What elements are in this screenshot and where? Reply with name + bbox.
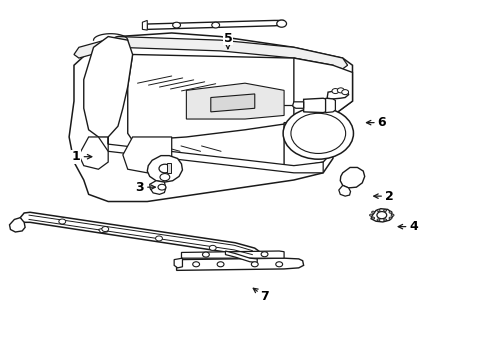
Circle shape — [384, 219, 387, 221]
Circle shape — [156, 236, 162, 241]
Polygon shape — [293, 102, 304, 108]
Circle shape — [261, 252, 268, 257]
Polygon shape — [174, 258, 182, 268]
Text: 7: 7 — [253, 288, 269, 303]
Text: 4: 4 — [398, 220, 418, 233]
Circle shape — [103, 94, 113, 101]
Circle shape — [59, 219, 66, 224]
Circle shape — [369, 214, 372, 216]
Circle shape — [102, 226, 109, 231]
Polygon shape — [339, 185, 350, 196]
Polygon shape — [225, 251, 257, 262]
Polygon shape — [108, 137, 323, 173]
Polygon shape — [371, 209, 392, 222]
Polygon shape — [327, 90, 348, 99]
Circle shape — [384, 209, 387, 211]
Polygon shape — [128, 54, 333, 140]
Circle shape — [202, 252, 209, 257]
Polygon shape — [147, 156, 182, 182]
Circle shape — [172, 22, 180, 28]
Polygon shape — [9, 218, 25, 232]
Polygon shape — [69, 33, 352, 202]
Circle shape — [102, 68, 114, 77]
Circle shape — [212, 22, 220, 28]
Circle shape — [389, 217, 392, 219]
Circle shape — [371, 211, 374, 213]
Circle shape — [337, 88, 344, 93]
Polygon shape — [211, 94, 255, 112]
Polygon shape — [74, 37, 347, 69]
Circle shape — [277, 20, 287, 27]
Circle shape — [159, 164, 171, 173]
Text: 1: 1 — [72, 150, 92, 163]
Circle shape — [371, 217, 374, 219]
Polygon shape — [143, 21, 147, 30]
Polygon shape — [340, 167, 365, 188]
Polygon shape — [284, 58, 352, 166]
Circle shape — [283, 108, 353, 159]
Circle shape — [377, 219, 380, 221]
Circle shape — [160, 174, 170, 181]
Polygon shape — [167, 163, 171, 173]
Circle shape — [276, 262, 283, 267]
Polygon shape — [186, 83, 284, 119]
Circle shape — [291, 113, 345, 153]
Circle shape — [102, 116, 110, 122]
Circle shape — [377, 212, 387, 219]
Polygon shape — [150, 181, 166, 194]
Circle shape — [389, 211, 392, 213]
Circle shape — [158, 184, 166, 190]
Polygon shape — [326, 98, 335, 113]
Polygon shape — [84, 37, 133, 137]
Polygon shape — [181, 251, 284, 258]
Circle shape — [332, 89, 339, 94]
Polygon shape — [98, 228, 108, 233]
Circle shape — [342, 90, 348, 95]
Text: 5: 5 — [223, 32, 232, 49]
Text: 6: 6 — [367, 116, 386, 129]
Circle shape — [193, 262, 199, 267]
Polygon shape — [147, 21, 284, 30]
Circle shape — [217, 262, 224, 267]
Polygon shape — [304, 98, 326, 113]
Circle shape — [377, 209, 380, 211]
Circle shape — [251, 262, 258, 267]
Text: 2: 2 — [374, 190, 393, 203]
Polygon shape — [20, 212, 260, 258]
Text: 3: 3 — [136, 181, 155, 194]
Circle shape — [209, 246, 216, 250]
Polygon shape — [176, 258, 304, 270]
Polygon shape — [123, 137, 172, 173]
Polygon shape — [79, 137, 108, 169]
Circle shape — [391, 214, 394, 216]
